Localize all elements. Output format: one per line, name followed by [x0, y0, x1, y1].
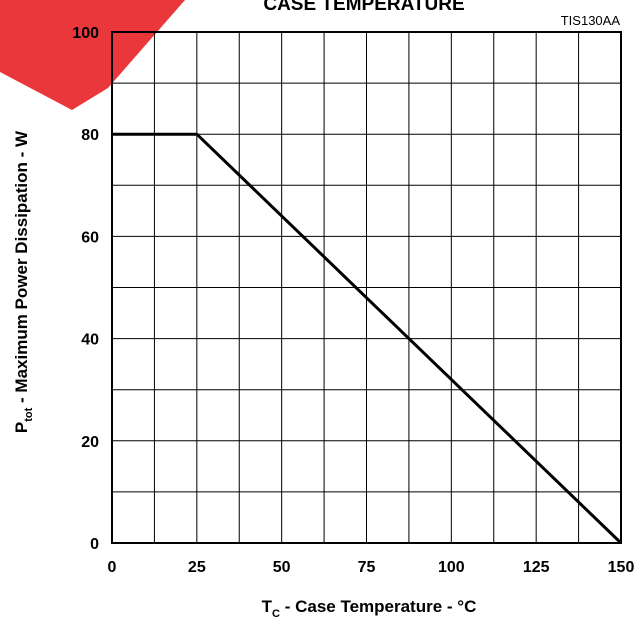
- chart-title: CASE TEMPERATURE: [263, 0, 464, 15]
- x-axis-title-main: T: [262, 597, 273, 616]
- x-tick-label: 75: [358, 559, 376, 576]
- y-tick-label: 40: [81, 332, 99, 349]
- tick-labels: 0 25 50 75 100 125 150 0 20 40 60 80 100: [72, 25, 634, 576]
- series-line: [112, 132, 623, 545]
- x-tick-label: 25: [188, 559, 206, 576]
- y-tick-label: 0: [90, 536, 99, 553]
- plot-frame: [111, 31, 622, 544]
- watermark-shape: [0, 0, 185, 110]
- y-axis-title-main: P: [12, 422, 31, 433]
- x-tick-label: 125: [523, 559, 550, 576]
- x-axis-title: TC - Case Temperature - °C: [262, 597, 477, 619]
- x-tick-label: 150: [608, 559, 635, 576]
- x-axis-title-rest: - Case Temperature - °C: [280, 597, 476, 616]
- y-tick-label: 60: [81, 229, 99, 246]
- y-axis-title-subscript: tot: [23, 407, 35, 421]
- grid-layer: [112, 32, 621, 543]
- x-tick-label: 50: [273, 559, 291, 576]
- y-axis-title: Ptot - Maximum Power Dissipation - W: [12, 130, 35, 433]
- series-layer: [112, 132, 623, 545]
- y-tick-label: 80: [81, 127, 99, 144]
- x-tick-label: 100: [438, 559, 465, 576]
- figure-id: TIS130AA: [561, 13, 621, 28]
- y-axis-title-rest: - Maximum Power Dissipation - W: [12, 130, 31, 408]
- x-tick-label: 0: [108, 559, 117, 576]
- y-tick-label: 100: [72, 25, 99, 42]
- y-tick-label: 20: [81, 434, 99, 451]
- x-axis-title-subscript: C: [272, 608, 280, 619]
